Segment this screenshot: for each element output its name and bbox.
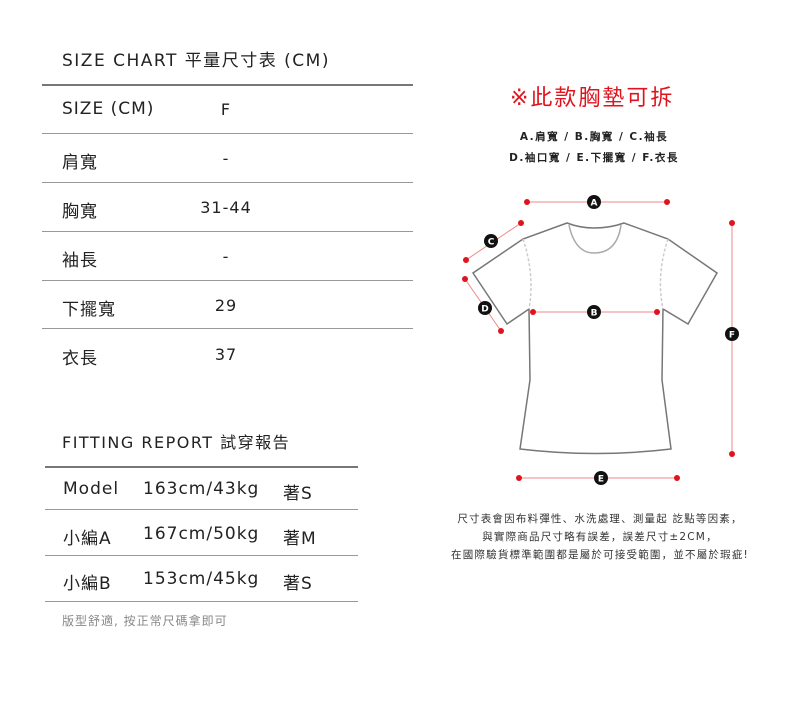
divider	[42, 231, 413, 232]
legend-line-1: A.肩寬 / B.胸寬 / C.袖長	[519, 131, 669, 143]
marker-f: F	[725, 327, 739, 341]
size-row-value: -	[222, 247, 230, 266]
divider	[42, 84, 413, 86]
fitting-body: 153cm/45kg	[143, 569, 260, 589]
removable-pad-notice: ※此款胸墊可拆	[510, 86, 675, 111]
fitting-body: 163cm/43kg	[143, 479, 260, 499]
divider	[45, 555, 358, 556]
fitting-body: 167cm/50kg	[143, 524, 260, 544]
fitting-size: 著S	[283, 574, 313, 594]
svg-text:E: E	[598, 475, 604, 485]
size-header-value: F	[220, 100, 232, 119]
size-row-label: 袖長	[62, 251, 98, 271]
divider	[42, 133, 413, 134]
fitting-name: 小編A	[63, 529, 112, 549]
marker-a: A	[587, 195, 601, 209]
size-row-value: 29	[214, 296, 238, 315]
size-row-label: 衣長	[62, 349, 98, 369]
disclaimer-line: 在國際驗貨標準範圍都是屬於可接受範圍，並不屬於瑕疵!	[451, 549, 749, 561]
divider	[42, 280, 413, 281]
divider	[45, 601, 358, 602]
measurement-disclaimer: 尺寸表會因布料彈性、水洗處理、測量起 訖點等因素， 與實際商品尺寸略有誤差，誤差…	[410, 510, 790, 564]
fitting-report-title: FITTING REPORT 試穿報告	[62, 433, 291, 452]
svg-text:B: B	[591, 309, 598, 319]
size-row-label: 下擺寬	[62, 300, 116, 320]
size-row-value: -	[222, 149, 230, 168]
divider	[45, 466, 358, 468]
size-row-value: 37	[214, 345, 238, 364]
divider	[42, 182, 413, 183]
divider	[42, 328, 413, 329]
marker-c: C	[484, 234, 498, 248]
size-row-label: 胸寬	[62, 202, 98, 222]
svg-text:A: A	[591, 199, 598, 209]
svg-text:D: D	[481, 305, 488, 315]
size-chart-title: SIZE CHART 平量尺寸表 (CM)	[62, 51, 330, 71]
size-row-label: 肩寬	[62, 153, 98, 173]
size-header-label: SIZE (CM)	[62, 99, 155, 119]
marker-b: B	[587, 305, 601, 319]
fitting-name: 小編B	[63, 574, 112, 594]
disclaimer-line: 與實際商品尺寸略有誤差，誤差尺寸±2CM，	[482, 531, 718, 543]
svg-text:C: C	[488, 238, 495, 248]
fitting-note: 版型舒適, 按正常尺碼拿即可	[62, 614, 228, 628]
divider	[45, 509, 358, 510]
fitting-size: 著S	[283, 484, 313, 504]
svg-text:F: F	[729, 331, 735, 341]
tshirt-outline-icon	[471, 222, 718, 455]
disclaimer-line: 尺寸表會因布料彈性、水洗處理、測量起 訖點等因素，	[457, 513, 743, 525]
legend-line-2: D.袖口寬 / E.下擺寬 / F.衣長	[509, 152, 679, 164]
marker-d: D	[478, 301, 492, 315]
size-row-value: 31-44	[200, 198, 252, 217]
fitting-size: 著M	[283, 529, 317, 549]
marker-e: E	[594, 471, 608, 485]
fitting-name: Model	[63, 479, 120, 499]
